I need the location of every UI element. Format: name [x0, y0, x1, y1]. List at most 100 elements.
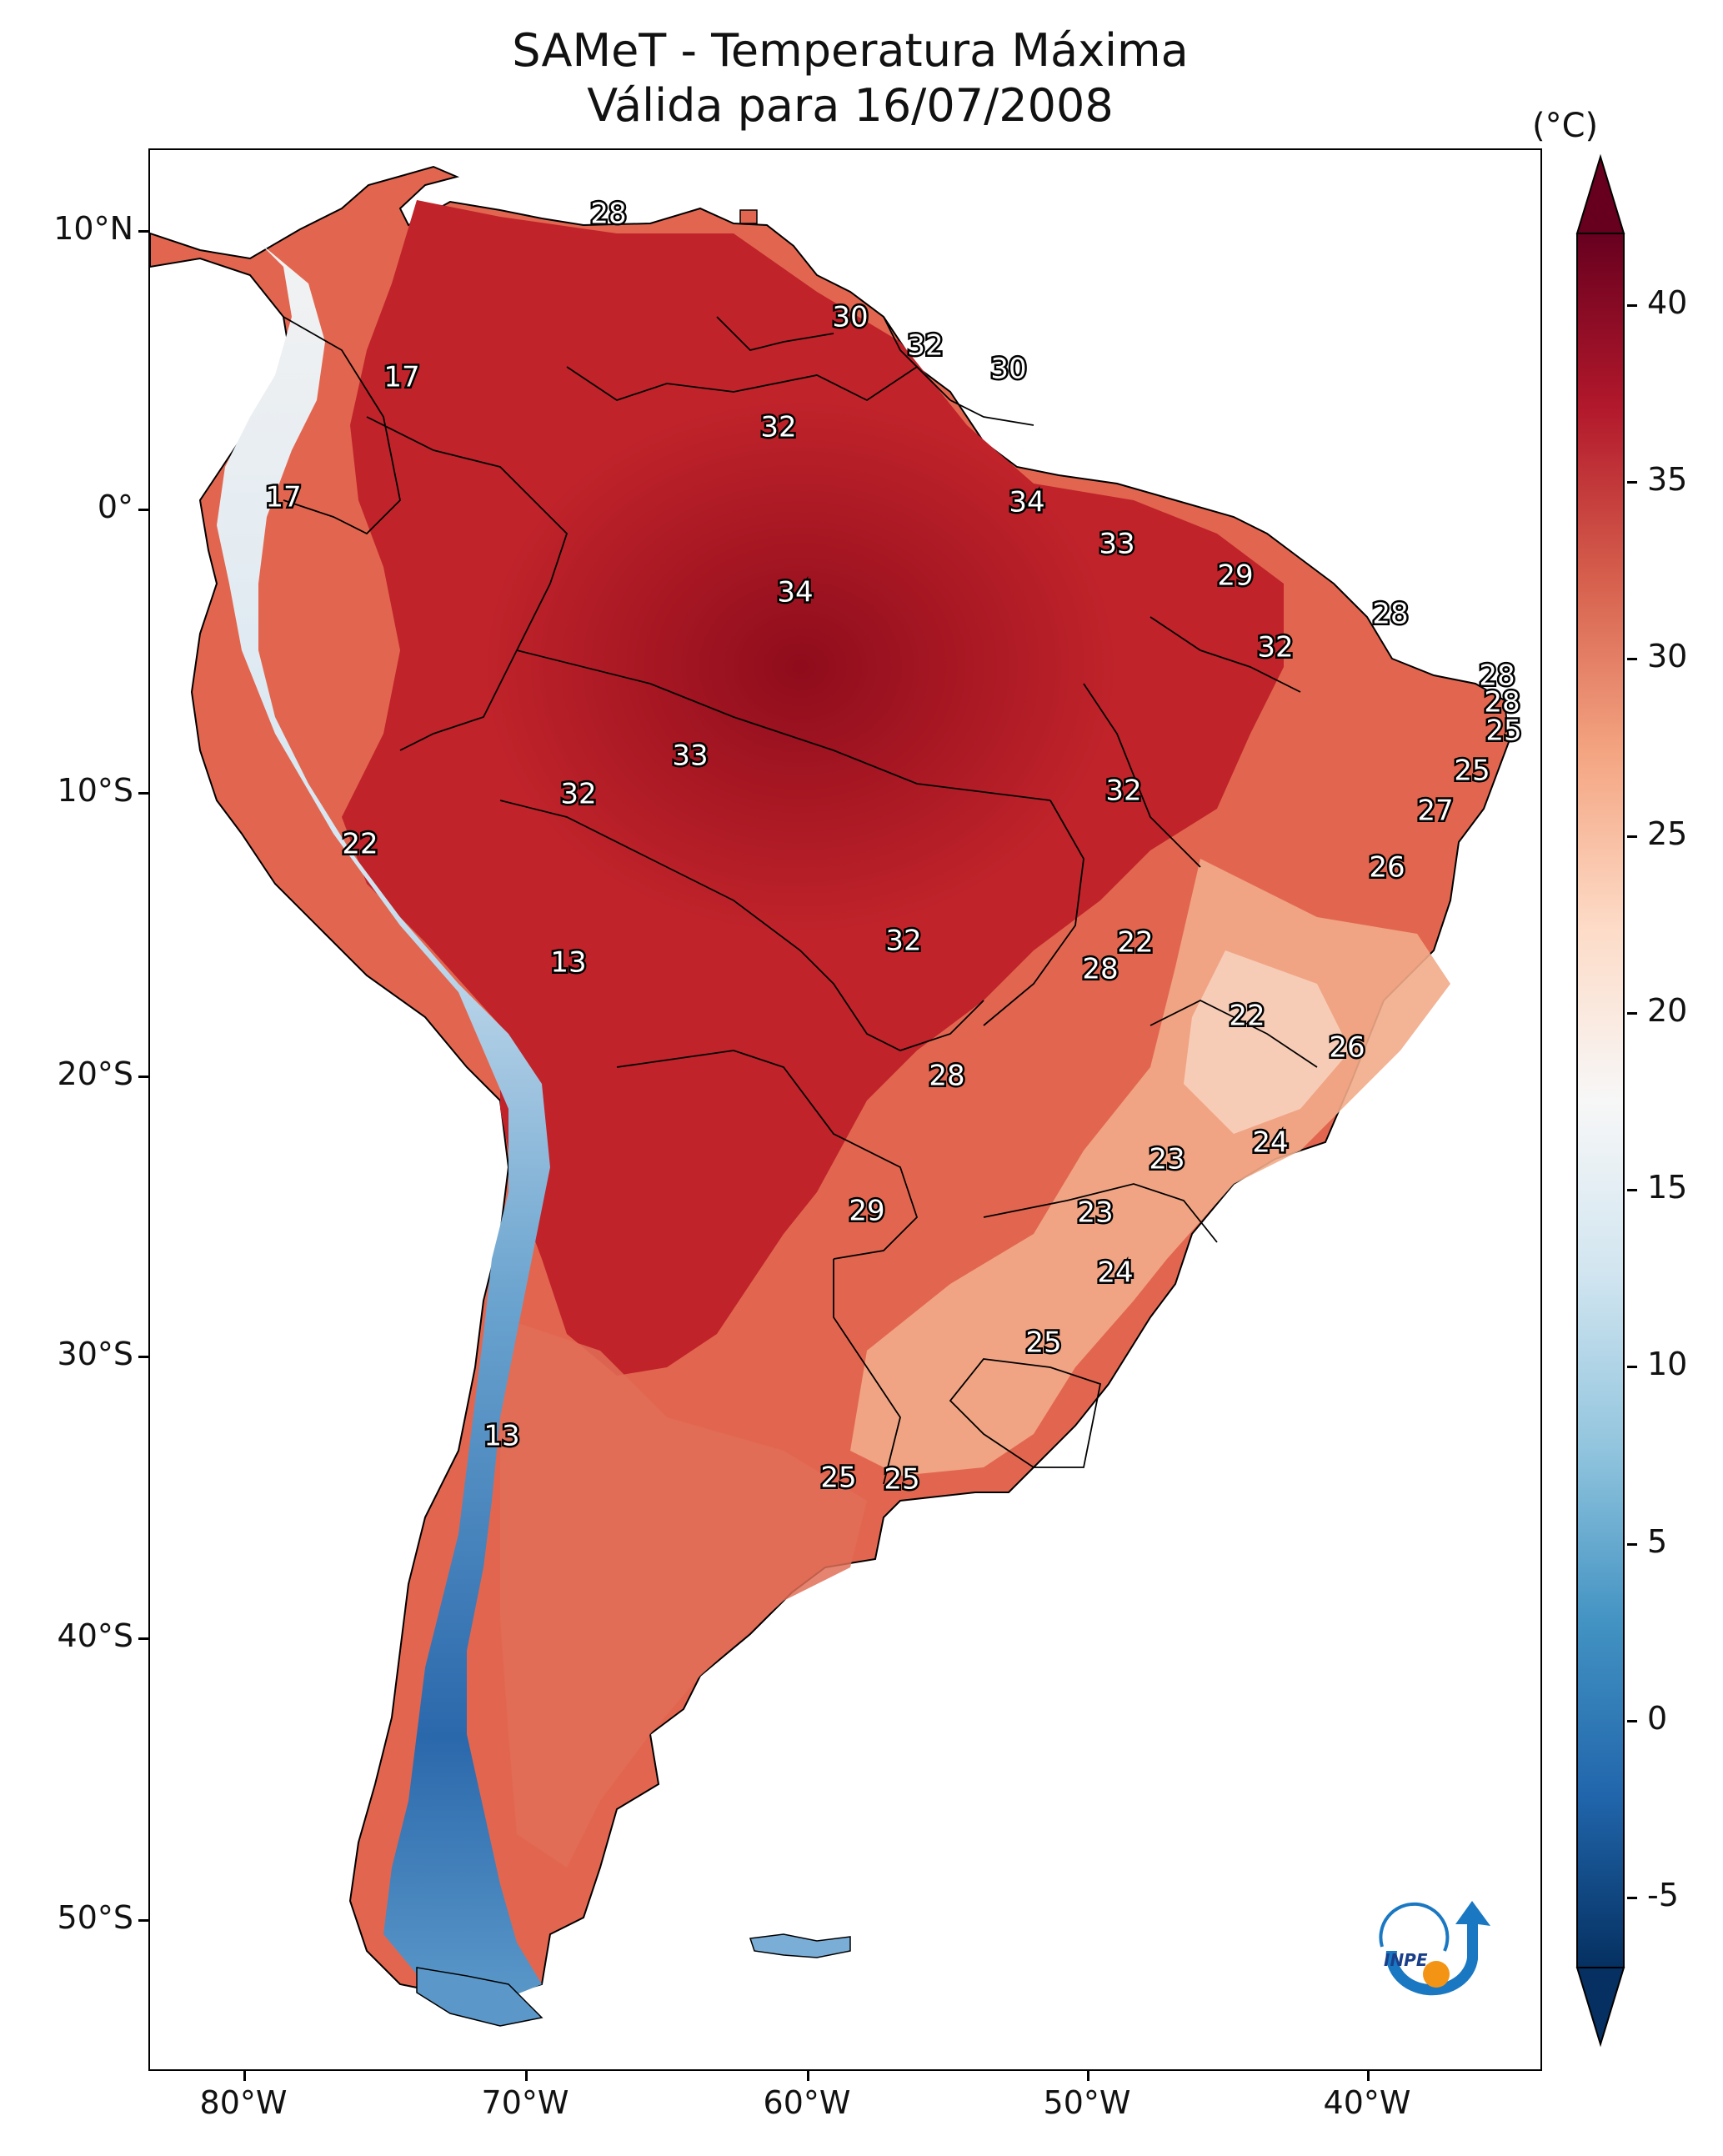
contour-label: 13 — [483, 1420, 519, 1453]
colorbar-tick-label: 15 — [1647, 1169, 1688, 1206]
contour-label: 28 — [1082, 953, 1118, 986]
latitude-tick-mark — [138, 1637, 148, 1640]
latitude-tick-mark — [138, 1919, 148, 1922]
title-line-2: Válida para 16/07/2008 — [587, 79, 1114, 132]
colorbar-tick-label: 35 — [1647, 461, 1688, 499]
contour-label: 22 — [1117, 926, 1153, 960]
tierra-del-fuego — [416, 1967, 543, 2027]
colorbar-tick-mark — [1627, 835, 1637, 838]
longitude-tick-label: 80°W — [199, 2084, 288, 2121]
contour-label: 32 — [885, 925, 921, 958]
longitude-tick-mark — [1367, 2071, 1370, 2081]
contour-label: 32 — [560, 778, 596, 811]
contour-label: 28 — [1479, 659, 1515, 693]
logo-swoosh — [1385, 1901, 1490, 1996]
contour-label: 25 — [1025, 1326, 1061, 1360]
contour-label: 26 — [1369, 851, 1405, 885]
colorbar-tick-mark — [1627, 1366, 1637, 1369]
longitude-tick-label: 60°W — [763, 2084, 851, 2121]
contour-label: 30 — [832, 301, 868, 334]
colorbar-tick-mark — [1627, 1719, 1637, 1722]
contour-label: 23 — [1077, 1196, 1113, 1230]
contour-label: 28 — [1372, 598, 1408, 631]
colorbar — [1575, 153, 1625, 2048]
contour-label: 34 — [1009, 486, 1044, 519]
contour-label: 32 — [1257, 631, 1293, 664]
colorbar-tick-label: 10 — [1647, 1346, 1688, 1383]
contour-label: 25 — [884, 1463, 919, 1497]
contour-label: 25 — [1454, 755, 1490, 788]
longitude-tick-mark — [1087, 2071, 1089, 2081]
colorbar-tick-label: 40 — [1647, 283, 1688, 321]
colorbar-tick-mark — [1627, 1011, 1637, 1015]
longitude-tick-label: 70°W — [481, 2084, 569, 2121]
contour-label: 30 — [990, 353, 1026, 386]
colorbar-top-extension — [1575, 153, 1625, 234]
colorbar-tick-label: 20 — [1647, 991, 1688, 1029]
colorbar-tick-mark — [1627, 1189, 1637, 1192]
longitude-tick-mark — [525, 2071, 528, 2081]
contour-label: 28 — [1484, 686, 1520, 720]
colorbar-bottom-extension — [1575, 1967, 1625, 2048]
colorbar-tick-label: 0 — [1647, 1699, 1668, 1737]
colorbar-tick-mark — [1627, 1897, 1637, 1900]
contour-label: 23 — [1149, 1143, 1185, 1176]
colorbar-tick-mark — [1627, 658, 1637, 661]
title-line-1: SAMeT - Temperatura Máxima — [512, 24, 1189, 77]
map-title: SAMeT - Temperatura Máxima Válida para 1… — [150, 23, 1550, 133]
andes-cold-strip — [217, 242, 550, 2001]
contour-label: 29 — [1217, 559, 1253, 593]
colorbar-unit: (°C) — [1532, 107, 1599, 145]
colorbar-tick-label: -5 — [1647, 1877, 1679, 1914]
contour-label: 28 — [590, 198, 626, 231]
longitude-tick-mark — [243, 2071, 246, 2081]
contour-label: 17 — [265, 481, 301, 514]
latitude-tick-mark — [138, 1075, 148, 1078]
contour-label: 25 — [820, 1462, 856, 1495]
latitude-tick-mark — [138, 230, 148, 233]
contour-label: 27 — [1417, 795, 1453, 828]
contour-label: 33 — [1099, 528, 1134, 561]
contour-label: 32 — [1105, 775, 1141, 808]
contour-label: 32 — [907, 329, 943, 363]
logo-orbit — [1379, 1902, 1450, 1952]
logo-sun — [1423, 1961, 1450, 1988]
longitude-tick-label: 50°W — [1043, 2084, 1131, 2121]
latitude-tick-label: 30°S — [57, 1336, 133, 1372]
colorbar-tick-mark — [1627, 303, 1637, 307]
contour-label: 29 — [849, 1195, 884, 1228]
map-panel: 28 30 32 30 17 32 17 34 33 34 29 28 32 28 28 25 33 25 32 32… — [148, 148, 1542, 2071]
longitude-tick-mark — [807, 2071, 809, 2081]
latitude-tick-mark — [138, 509, 148, 511]
longitude-tick-label: 40°W — [1323, 2084, 1411, 2121]
contour-label: 32 — [760, 411, 796, 444]
latitude-tick-label: 50°S — [57, 1899, 133, 1936]
latitude-tick-mark — [138, 1356, 148, 1358]
colorbar-tick-mark — [1627, 481, 1637, 484]
contour-label: 13 — [550, 946, 586, 980]
colorbar-tick-label: 5 — [1647, 1522, 1668, 1560]
contour-label: 33 — [672, 740, 708, 773]
contour-label: 34 — [777, 576, 813, 609]
minas-gerais-cool-core — [1184, 950, 1350, 1134]
latitude-tick-label: 0° — [97, 489, 133, 525]
country-borders — [283, 316, 1318, 1485]
latitude-tick-mark — [138, 792, 148, 795]
colorbar-body — [1576, 233, 1625, 1968]
contour-label: 28 — [929, 1060, 964, 1093]
colorbar-tick-label: 30 — [1647, 638, 1688, 675]
pampa-warm-region — [500, 1317, 867, 1868]
contour-label: 24 — [1097, 1256, 1133, 1290]
contour-label: 22 — [1229, 1000, 1265, 1033]
inpe-logo: INPE — [1379, 1901, 1490, 1996]
colorbar-tick-mark — [1627, 1542, 1637, 1546]
falklands-islands — [749, 1933, 851, 1958]
contour-label: 25 — [1485, 714, 1521, 748]
logo-text: INPE — [1384, 1950, 1428, 1970]
latitude-tick-label: 10°N — [53, 210, 133, 247]
latitude-tick-label: 40°S — [57, 1617, 133, 1654]
colorbar-tick-label: 25 — [1647, 815, 1688, 852]
contour-label: 17 — [383, 361, 419, 394]
